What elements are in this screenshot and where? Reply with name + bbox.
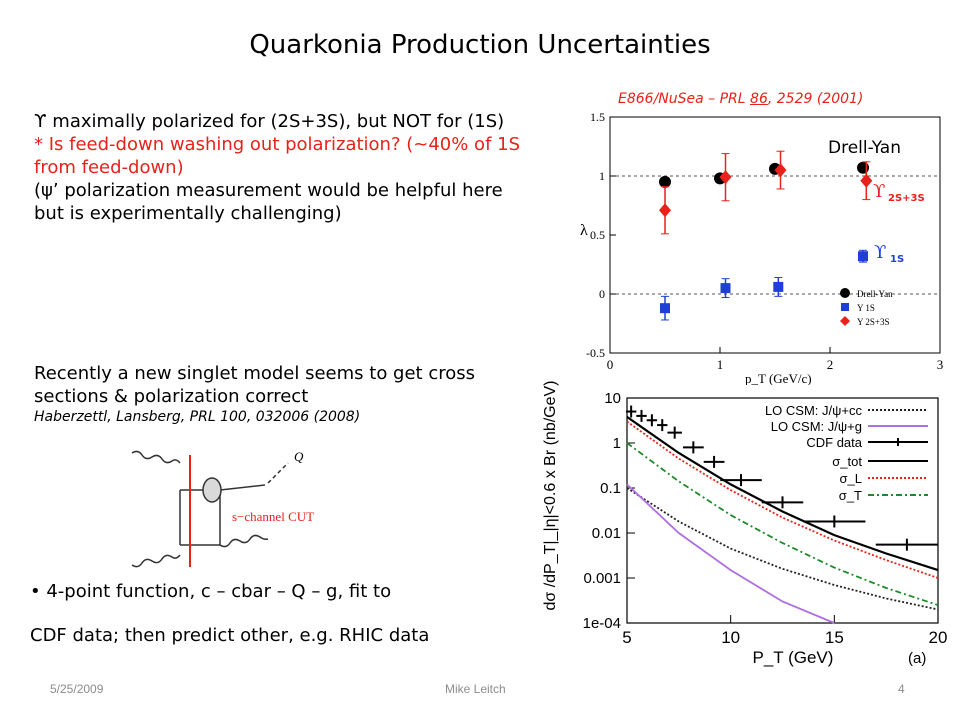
y-axis-label: dσ /dP_T|_|η|<0.6 x Br (nb/GeV): [542, 380, 559, 610]
singlet-model-paragraph: Recently a new singlet model seems to ge…: [34, 362, 534, 426]
legend-label: LO CSM: J/ψ+cc: [765, 403, 863, 418]
series-line: [626, 442, 939, 606]
x-tick-label: 5: [622, 628, 631, 647]
annotation-upsilon-1s: ϒ: [874, 242, 886, 263]
data-point-upsilon-2s3s: [659, 203, 671, 218]
data-point-upsilon-1s: [720, 283, 731, 294]
series-line: [626, 487, 939, 611]
legend-label: Drell-Yan: [857, 289, 893, 299]
reference-prefix: E866/NuSea – PRL: [618, 91, 751, 107]
annotation-upsilon-2s3s-sub: 2S+3S: [888, 193, 925, 204]
y-tick-label: 0.5: [590, 228, 605, 242]
data-point-upsilon-1s: [773, 281, 784, 292]
data-point-drell-yan: [857, 161, 869, 174]
data-point-upsilon-1s: [858, 251, 868, 262]
y-tick-label: 1.5: [590, 110, 605, 124]
diagram-label-cut: s−channel CUT: [232, 509, 314, 524]
polarization-line-1: ϒ maximally polarized for (2S+3S), but N…: [34, 111, 505, 132]
x-axis-label: P_T (GeV): [753, 648, 834, 667]
data-point-upsilon-2s3s: [774, 163, 787, 178]
diagram-label-q: Q: [294, 449, 304, 464]
legend-marker: [840, 316, 850, 326]
citation: Haberzettl, Lansberg, PRL 100, 032006 (2…: [34, 409, 361, 425]
bullet-line-1-text: 4-point function, c – cbar – Q – g, fit …: [46, 581, 392, 602]
slide-title: Quarkonia Production Uncertainties: [249, 30, 711, 60]
y-tick-label: 0: [599, 287, 605, 301]
cross-section-chart: 5 10 15 20 1e-04 0.001 0.01 0.1 1 10 P_T (GeV) (a) d…: [542, 380, 948, 667]
x-tick-label: 15: [825, 628, 844, 647]
y-tick-label: 0.01: [592, 525, 621, 542]
x-tick-label: 2: [827, 357, 834, 372]
data-point-drell-yan: [659, 175, 671, 188]
x-tick-label: 3: [937, 357, 944, 372]
annotation-drell-yan: Drell-Yan: [828, 138, 901, 158]
bullet-line-2: CDF data; then predict other, e.g. RHIC …: [30, 625, 430, 646]
legend-label: CDF data: [806, 435, 862, 450]
panel-label: (a): [908, 650, 926, 667]
annotation-upsilon-1s-sub: 1S: [890, 254, 904, 265]
reference-suffix: , 2529 (2001): [767, 91, 864, 107]
annotation-upsilon-2s3s: ϒ: [873, 181, 885, 202]
footer-date: 5/25/2009: [50, 682, 104, 696]
x-tick-label: 1: [717, 357, 724, 372]
y-tick-label: 1: [599, 169, 605, 183]
annotation-bg: [822, 133, 932, 159]
data-point-upsilon-2s3s: [860, 173, 873, 188]
y-tick-label: 0.1: [600, 480, 621, 497]
legend-label: σ_L: [840, 471, 862, 486]
x-tick-label: 0: [607, 357, 614, 372]
legend-marker: [840, 288, 850, 298]
footer-page-number: 4: [898, 682, 905, 696]
legend-label: LO CSM: J/ψ+g: [771, 419, 862, 434]
legend-label: Υ 2S+3S: [857, 317, 890, 327]
legend-label: σ_tot: [832, 454, 862, 469]
plot-frame: [626, 397, 939, 624]
data-point-upsilon-1s: [660, 303, 670, 314]
singlet-model-text: Recently a new singlet model seems to ge…: [34, 363, 475, 407]
polarization-paragraph: ϒ maximally polarized for (2S+3S), but N…: [34, 110, 534, 225]
y-axis-label: λ: [580, 222, 588, 239]
legend-label: Υ 1S: [857, 303, 875, 313]
series-line: [626, 415, 939, 572]
gluon-out: [219, 534, 269, 548]
reference-volume: 86: [750, 91, 768, 107]
bullet-line-1: • 4-point function, c – cbar – Q – g, fi…: [30, 581, 392, 602]
gluon-in-top: [131, 450, 181, 464]
bullet-point: • 4-point function, c – cbar – Q – g, fi…: [30, 570, 550, 658]
x-axis-label: p_T (GeV/c): [745, 371, 812, 385]
legend-label: σ_T: [839, 488, 862, 503]
feynman-diagram: Q s−channel CUT: [131, 449, 336, 568]
footer-author: Mike Leitch: [445, 682, 506, 696]
bound-state-blob: [202, 477, 222, 503]
legend-marker: [841, 303, 849, 311]
x-tick-label: 10: [721, 628, 740, 647]
psi-prime-note: (ψ’ polarization measurement would be he…: [34, 180, 503, 224]
y-tick-label: 10: [604, 390, 621, 407]
y-tick-label: 1: [613, 435, 621, 452]
data-point-upsilon-2s3s: [719, 170, 732, 185]
series-line: [626, 483, 835, 624]
gluon-in-bottom: [131, 554, 181, 568]
reference-e866: E866/NuSea – PRL 86, 2529 (2001): [618, 91, 863, 107]
x-tick-label: 20: [929, 628, 948, 647]
y-tick-label: 0.001: [583, 570, 621, 587]
y-tick-label: -0.5: [586, 346, 605, 360]
y-tick-label: 1e-04: [583, 615, 621, 632]
feed-down-question: * Is feed-down washing out polarization?…: [34, 134, 521, 178]
